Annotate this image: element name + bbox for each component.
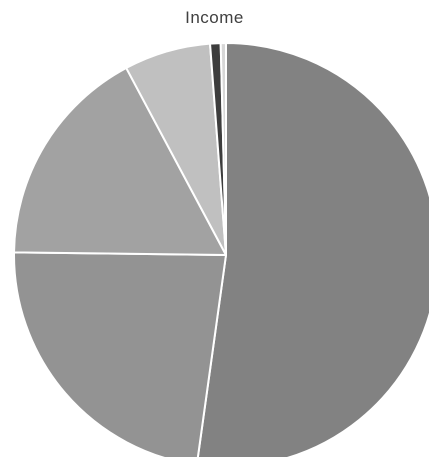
pie-slice-6 [219,42,227,256]
pie-slice-2 [13,251,227,457]
pie-slice-3 [13,66,227,256]
pie-slice-1 [196,42,429,457]
chart-title: Income [185,8,244,27]
pie-slices [13,42,429,457]
